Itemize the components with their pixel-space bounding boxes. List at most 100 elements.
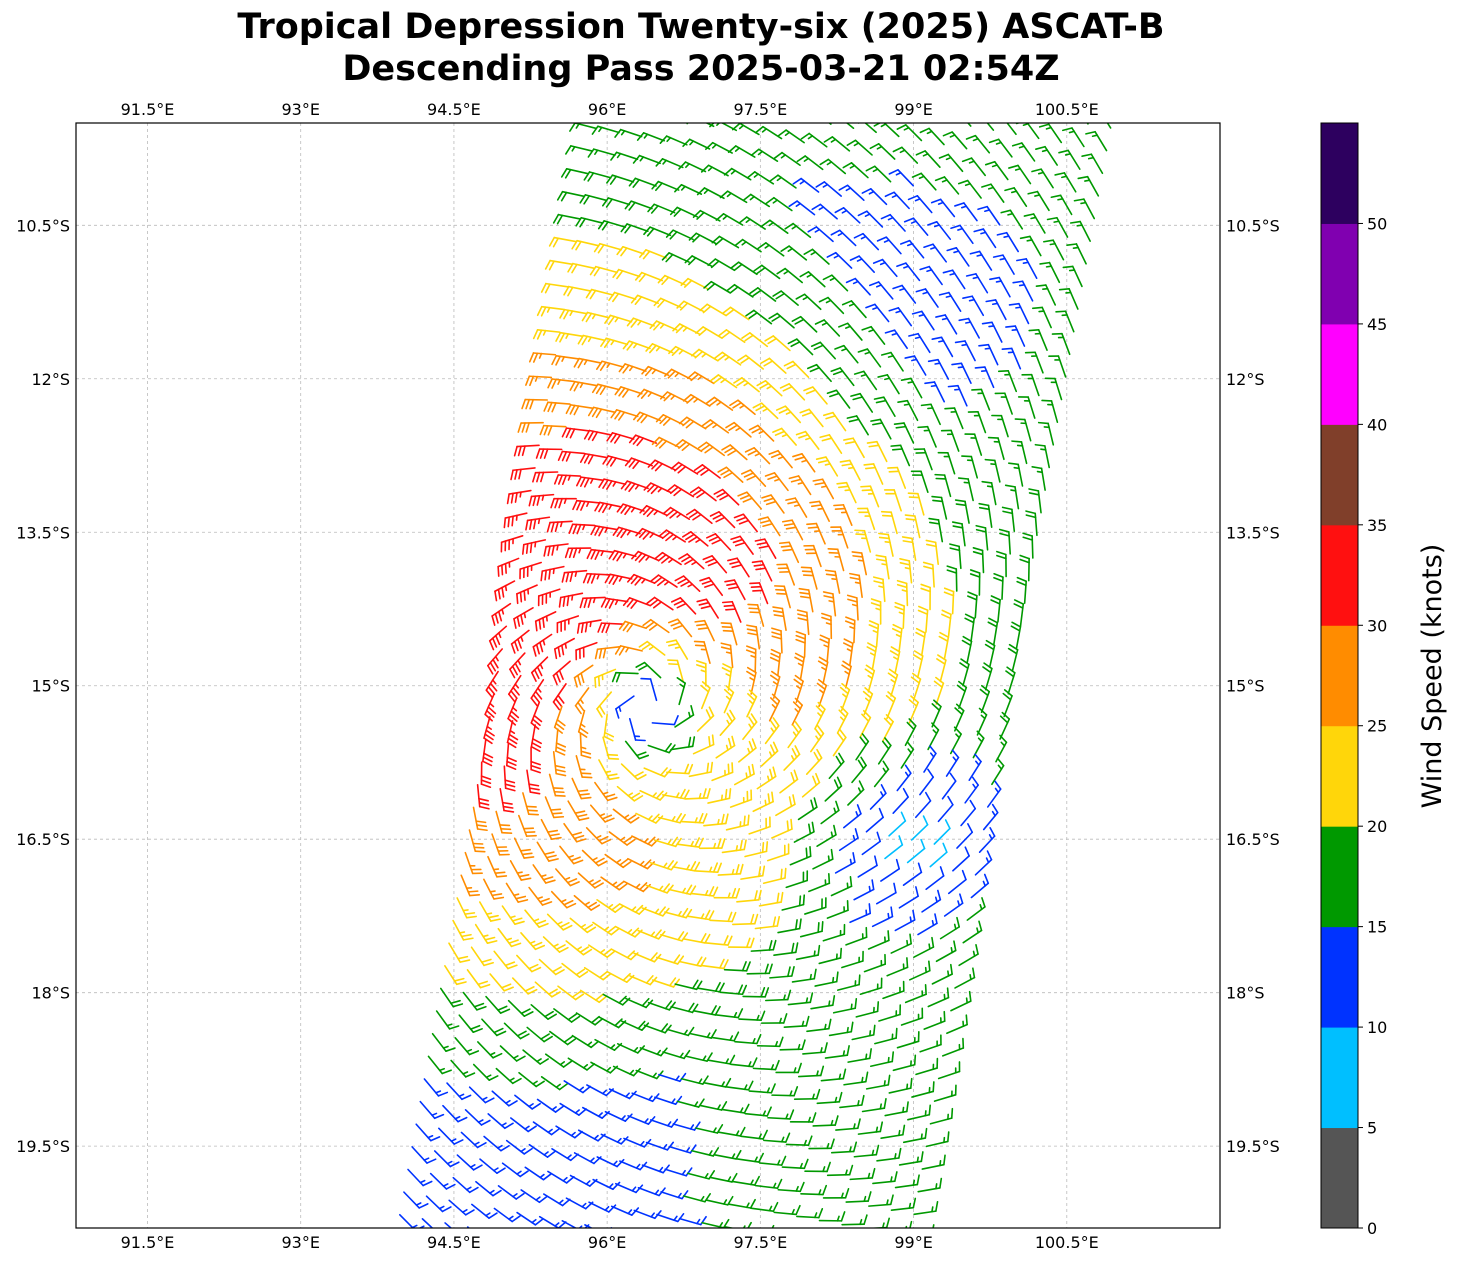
barb-full-feather	[591, 383, 599, 394]
wind-barb	[729, 399, 756, 416]
barb-full-feather	[896, 124, 907, 130]
wind-barb	[508, 674, 522, 703]
barb-full-feather	[968, 990, 972, 1002]
wind-barb	[672, 1121, 701, 1131]
barb-half-feather	[591, 313, 597, 320]
barb-full-feather	[931, 495, 943, 499]
barb-full-feather	[538, 1195, 548, 1204]
barb-half-feather	[586, 1041, 593, 1047]
wind-barb	[411, 1146, 437, 1164]
barb-full-feather	[984, 160, 996, 166]
barb-half-feather	[491, 679, 497, 685]
barb-half-feather	[753, 173, 759, 178]
wind-barb	[789, 845, 812, 866]
barb-full-feather	[1027, 190, 1039, 195]
barb-full-feather	[693, 464, 704, 472]
wind-barb	[991, 757, 1005, 786]
barb-half-feather	[941, 179, 948, 183]
barb-half-feather	[905, 1225, 908, 1228]
wind-barb	[754, 125, 783, 140]
barb-full-feather	[575, 968, 586, 976]
barb-full-feather	[748, 716, 755, 726]
barb-full-feather	[671, 836, 679, 847]
barb-full-feather	[996, 550, 1007, 556]
barb-full-feather	[510, 710, 520, 719]
wind-barb	[693, 1005, 721, 1016]
wind-barb	[805, 748, 823, 775]
barb-full-feather	[473, 1002, 485, 1008]
wind-barb	[942, 269, 966, 290]
barb-half-feather	[891, 194, 898, 198]
wind-barb	[888, 307, 913, 327]
wind-barb	[596, 899, 624, 913]
barb-full-feather	[606, 174, 614, 184]
barb-half-feather	[745, 772, 748, 779]
barb-staff	[960, 807, 977, 827]
wind-barb	[1106, 123, 1112, 129]
barb-half-feather	[658, 1166, 664, 1173]
barb-full-feather	[681, 1190, 689, 1200]
barb-half-feather	[731, 868, 735, 876]
wind-barb	[636, 132, 666, 142]
wind-barb	[981, 321, 1003, 343]
barb-full-feather	[928, 1104, 932, 1116]
wind-barb	[890, 444, 911, 467]
barb-full-feather	[865, 303, 876, 309]
wind-barb	[696, 706, 715, 732]
wind-barb	[795, 944, 821, 961]
barb-half-feather	[846, 648, 853, 653]
barb-full-feather	[870, 418, 882, 422]
barb-half-feather	[906, 242, 913, 247]
barb-full-feather	[935, 1200, 939, 1212]
barb-full-feather	[709, 374, 720, 382]
barb-full-feather	[645, 621, 655, 629]
wind-barb	[705, 141, 733, 154]
barb-full-feather	[576, 622, 580, 634]
wind-barb	[851, 551, 868, 576]
barb-full-feather	[598, 502, 605, 513]
barb-half-feather	[558, 1199, 564, 1205]
barb-half-feather	[772, 681, 779, 686]
barb-full-feather	[511, 1215, 521, 1223]
barb-half-feather	[482, 934, 489, 938]
barb-full-feather	[614, 386, 622, 396]
wind-barb	[850, 123, 877, 134]
wind-barb	[984, 160, 1009, 181]
wind-barb	[917, 913, 938, 936]
wind-barb	[594, 781, 618, 802]
barb-full-feather	[897, 399, 909, 403]
wind-barb	[664, 907, 693, 919]
barb-full-feather	[858, 974, 861, 986]
barb-full-feather	[576, 813, 588, 818]
barb-full-feather	[723, 935, 729, 946]
barb-full-feather	[737, 491, 748, 497]
barb-full-feather	[550, 836, 562, 840]
wind-barb	[685, 508, 713, 525]
wind-barb	[847, 1048, 872, 1063]
barb-full-feather	[772, 741, 779, 752]
barb-half-feather	[912, 1179, 916, 1186]
barb-full-feather	[721, 667, 732, 673]
wind-barb	[928, 517, 944, 543]
barb-half-feather	[458, 931, 466, 934]
wind-barb	[733, 763, 755, 786]
barb-staff	[790, 108, 808, 120]
barb-full-feather	[708, 706, 715, 717]
barb-half-feather	[1015, 306, 1022, 309]
barb-full-feather	[591, 431, 599, 442]
barb-half-feather	[875, 607, 882, 611]
barb-full-feather	[669, 486, 679, 495]
barb-full-feather	[923, 565, 934, 570]
barb-full-feather	[688, 257, 697, 266]
wind-barb	[877, 374, 900, 395]
wind-barb	[756, 766, 777, 790]
barb-full-feather	[764, 987, 770, 998]
wind-barb	[892, 787, 909, 814]
barb-full-feather	[623, 836, 633, 844]
wind-barb	[649, 320, 678, 331]
barb-full-feather	[589, 289, 597, 300]
wind-barb	[841, 660, 852, 689]
wind-barb	[700, 681, 711, 710]
barb-full-feather	[841, 664, 851, 672]
wind-barb	[1019, 554, 1030, 582]
